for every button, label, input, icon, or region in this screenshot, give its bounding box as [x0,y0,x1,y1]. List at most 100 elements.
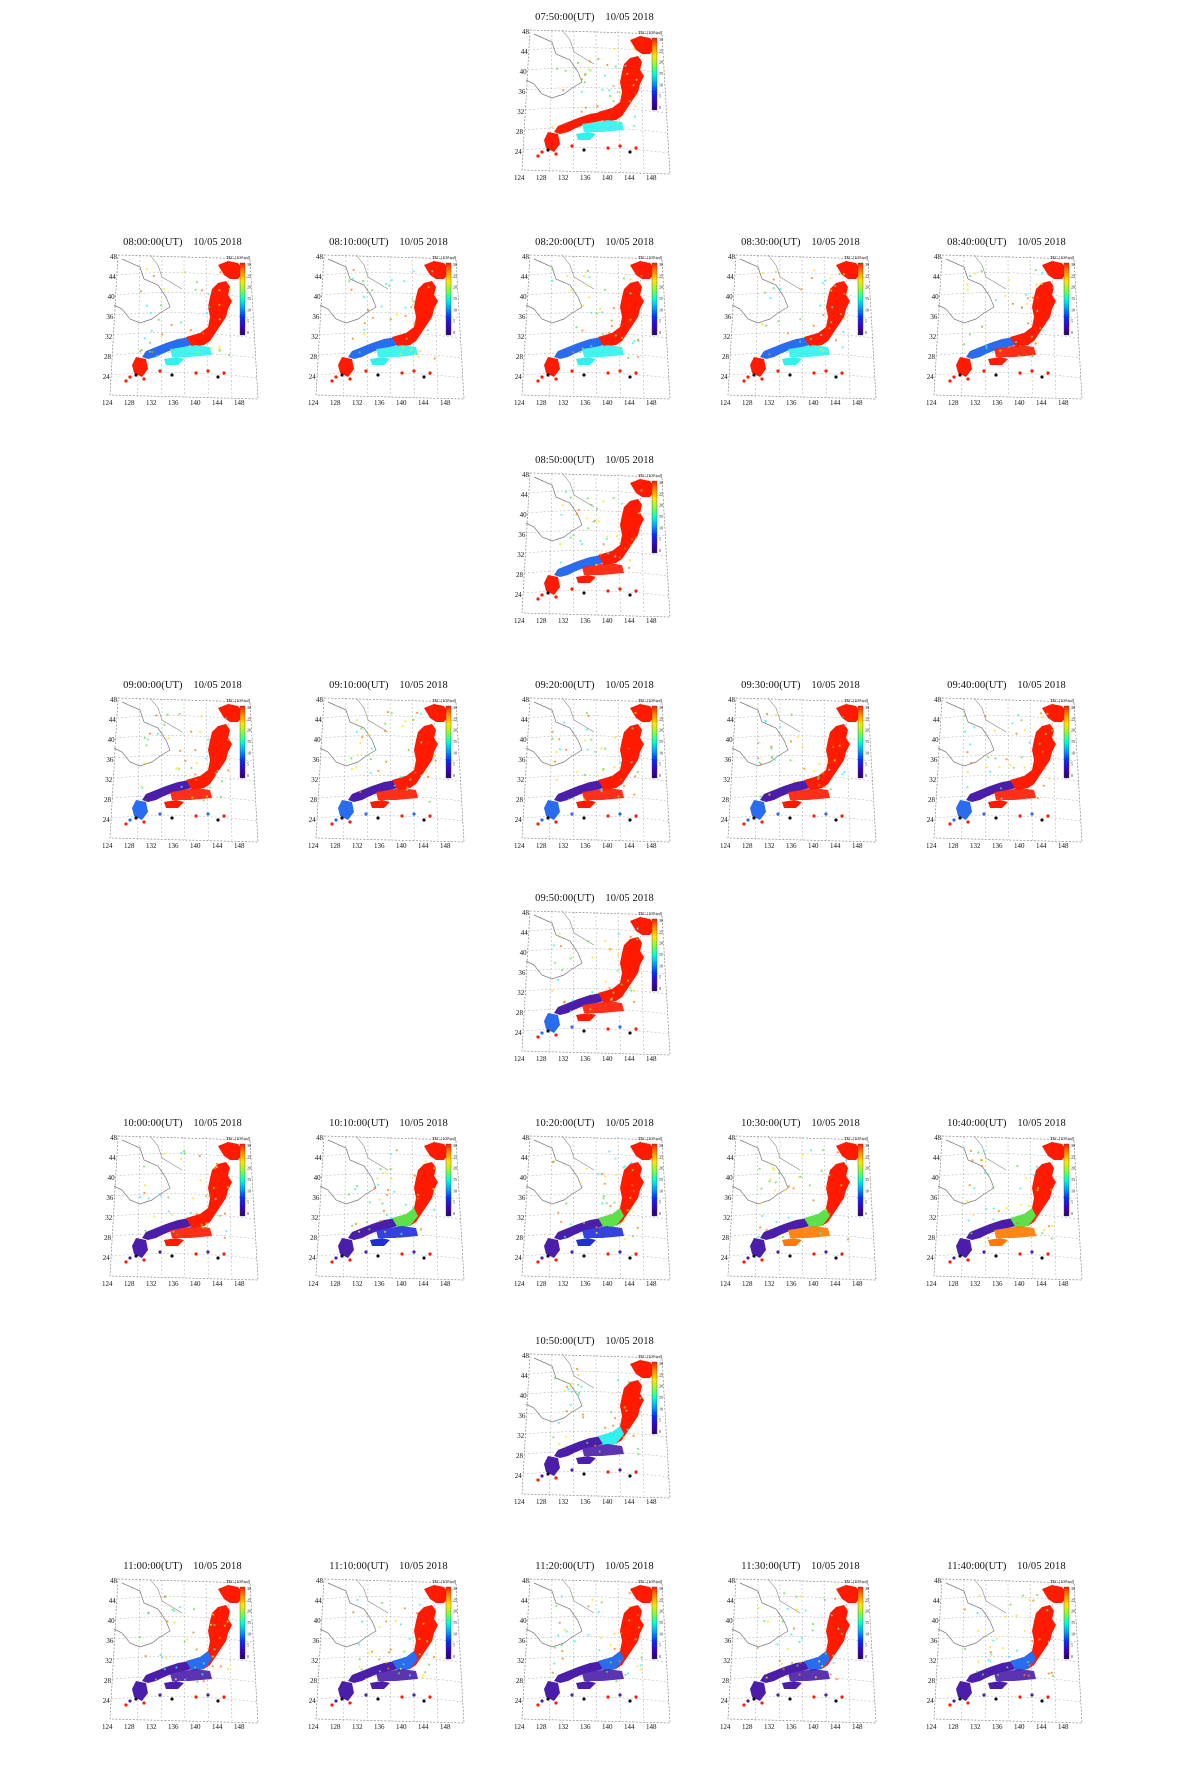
tec-sample-dot [971,1159,974,1162]
tec-map: TEC [10¹⁶/m²]302520151050484440363228241… [102,696,259,850]
tec-sample-dot [981,1673,984,1676]
tec-sample-dot [597,520,600,523]
tec-sample-dot [963,730,966,733]
tec-sample-dot [578,1391,581,1394]
island-station-dot [824,1250,828,1254]
island-station-dot [554,1033,558,1037]
island-station-dot [1040,1256,1044,1260]
tec-sample-dot [818,1660,821,1663]
tec-sample-dot [569,289,572,292]
graticule-lon [433,255,439,398]
lon-label: 124 [308,1280,319,1288]
panel-title: 09:20:00(UT) 10/05 2018 [512,680,677,691]
graticule-lat [316,1253,464,1260]
tec-sample-dot [605,1202,608,1205]
lon-label: 124 [926,1280,937,1288]
island-station-dot [776,1693,780,1697]
tec-sample-dot [192,1631,195,1634]
lat-label: 44 [315,1154,323,1162]
tec-sample-dot [211,1655,214,1658]
tec-sample-dot [419,1228,423,1231]
lon-label: 148 [1058,1280,1069,1288]
graticule-lon [617,911,621,1054]
tec-sample-dot [215,1166,218,1169]
coastline-mainland [561,29,595,65]
island-station-dot [206,812,210,816]
panel-time: 10:20:00(UT) [535,1118,595,1129]
tec-sample-dot [604,980,607,983]
colorbar-tick: 15 [453,739,457,744]
tec-sample-dot [624,1673,627,1677]
island-station-dot [812,371,816,375]
graticule-lat [525,107,667,114]
tec-sample-dot [586,284,589,287]
tec-sample-dot [601,88,604,91]
coastline-mainland [767,697,801,733]
tec-map-panel: 09:30:00(UT) 10/05 2018 TEC [10¹⁶/m²] 30 25… [718,680,883,855]
tec-sample-dot [966,751,969,754]
tec-sample-dot [138,1195,142,1199]
panel-title: 11:40:00(UT) 10/05 2018 [924,1561,1089,1572]
lon-label: 124 [102,399,113,407]
graticule-lon [411,698,415,841]
tec-sample-dot [363,333,366,336]
lon-label: 148 [646,1280,657,1288]
tec-sample-dot [163,723,166,726]
tec-sample-dot [599,307,602,310]
graticule-lat [526,1636,666,1643]
island-station-dot [554,820,558,824]
island-station-dot [376,816,380,820]
tec-sample-dot [564,490,567,493]
graticule-lon [572,30,575,173]
honshu-west-tec [760,1661,816,1683]
tec-sample-dot [982,1150,986,1153]
tec-sample-dot [757,1606,760,1610]
tec-sample-dot [431,270,434,273]
tec-sample-dot [192,1608,196,1611]
tec-sample-dot [616,1379,619,1382]
graticule-lon [961,1579,965,1722]
kyushu-tec [956,1238,972,1258]
colorbar-tick: 5 [659,94,661,99]
tec-sample-dot [366,733,370,736]
tec-sample-dot [566,274,569,278]
colorbar-tick: 5 [659,1643,661,1648]
island-station-dot [124,1260,128,1264]
graticule-lat [319,332,461,339]
tec-sample-dot [842,273,845,276]
colorbar-tick: 25 [1071,716,1075,721]
tec-sample-dot [145,744,148,747]
tec-sample-dot [619,761,622,764]
tec-sample-dot [1007,345,1010,349]
tec-sample-dot [985,347,988,350]
tec-sample-dot [191,796,194,799]
tec-sample-dot [154,1678,157,1681]
tec-sample-dot [781,1620,784,1623]
tec-sample-dot [397,1672,400,1675]
tec-sample-dot [637,1614,640,1617]
honshu-west-tec [142,1661,198,1683]
tec-sample-dot [180,1152,183,1155]
lat-label: 24 [721,1697,729,1705]
colorbar-tick: 30 [659,705,663,710]
tec-sample-dot [198,730,202,733]
lat-label: 48 [110,1134,118,1142]
tec-sample-dot [818,784,821,787]
hokkaido-tec [218,704,244,722]
tec-sample-dot [380,305,383,308]
tec-sample-dot [627,1672,630,1675]
tec-sample-dot [410,348,413,351]
shikoku-tec [576,1681,596,1689]
colorbar-tick: 25 [659,1597,663,1602]
graticule-lon [183,698,186,841]
tec-sample-dot [379,1168,382,1171]
tec-map: TEC [10¹⁶/m²]302520151050484440363228241… [102,253,259,407]
lon-label: 140 [602,1498,613,1506]
lat-label: 44 [109,273,117,281]
colorbar-tick: 15 [659,514,663,519]
lon-label: 144 [830,1723,841,1731]
tec-sample-dot [966,786,969,789]
panel-time: 11:10:00(UT) [329,1561,389,1572]
tec-sample-dot [1006,1666,1009,1669]
tec-sample-dot [973,1187,976,1190]
